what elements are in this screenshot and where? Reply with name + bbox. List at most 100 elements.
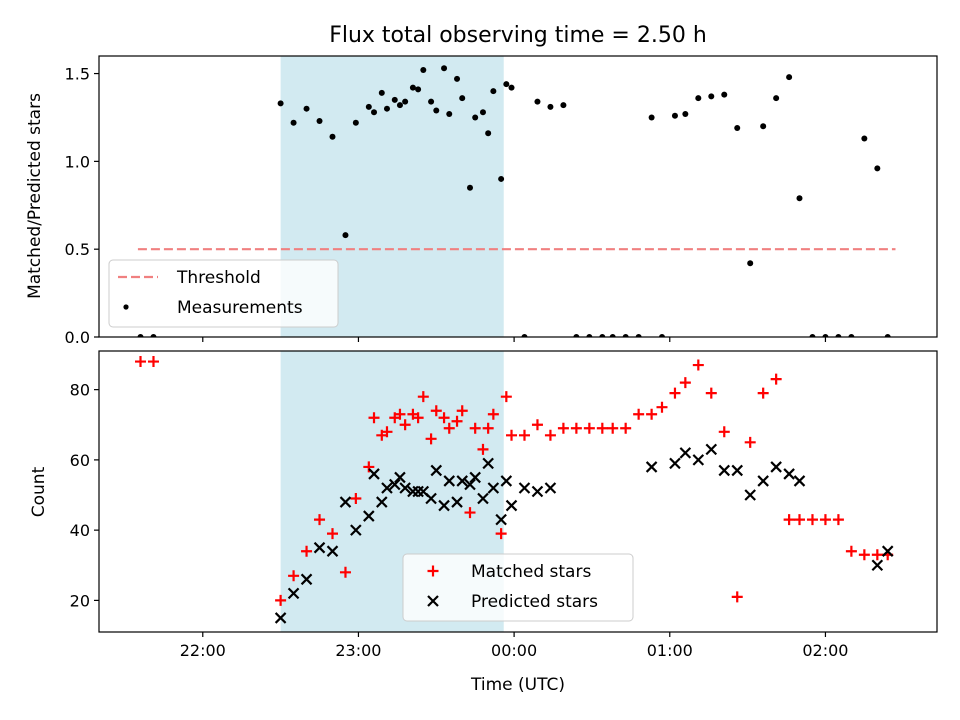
bottom-predicted-stars-point (287, 587, 300, 600)
bottom-predicted-stars-point (487, 482, 500, 494)
bottom-matched-stars-point (819, 514, 831, 526)
bottom-matched-stars-point (845, 545, 857, 557)
top-measurements-point (409, 84, 416, 91)
top-measurements-point (599, 334, 606, 337)
bottom-legend: Matched stars Predicted stars (402, 553, 634, 622)
bottom-predicted-stars-point (669, 457, 681, 470)
bottom-predicted-stars-point (464, 478, 476, 491)
bottom-matched-stars-point (363, 461, 375, 473)
bottom-predicted-stars-point (881, 545, 894, 557)
bottom-y-tick-label: 20 (70, 591, 90, 610)
bottom-predicted-stars-point (679, 447, 692, 459)
bottom-legend-matched-stars-marker (427, 565, 439, 577)
top-measurements-point (835, 334, 842, 337)
top-measurements-point (721, 91, 728, 98)
bottom-predicted-stars-point (451, 496, 463, 508)
bottom-matched-stars-point (275, 594, 287, 606)
top-measurements-point (671, 112, 678, 119)
bottom-y-tick-label: 60 (70, 451, 90, 470)
top-measurements-point (329, 133, 336, 140)
bottom-predicted-stars-point (376, 496, 388, 508)
top-measurements-point (402, 98, 409, 105)
bottom-predicted-stars-point (705, 443, 718, 456)
chart-title: Flux total observing time = 2.50 h (329, 23, 707, 48)
bottom-matched-stars-point (531, 419, 543, 431)
top-measurements-point (760, 123, 767, 130)
bottom-predicted-stars-point (456, 475, 468, 487)
bottom-matched-stars-point (487, 408, 499, 420)
top-measurements-point (433, 107, 440, 114)
top-measurements-point (371, 109, 378, 116)
top-panel: 0.0 0.5 1.0 1.5 Threshold Measurements (65, 55, 938, 347)
top-measurements-point (658, 334, 665, 337)
top-y-tick-label: 1.0 (65, 152, 90, 171)
bottom-matched-stars-point (430, 405, 442, 417)
bottom-matched-stars-point (757, 387, 769, 399)
bottom-predicted-stars-point (363, 510, 375, 522)
top-legend: Threshold Measurements (108, 259, 339, 328)
bottom-predicted-stars-point (368, 468, 380, 480)
top-measurements-point (622, 334, 629, 337)
bottom-matched-stars-point (407, 408, 419, 420)
bottom-matched-stars-point (607, 422, 619, 434)
top-measurements-point (467, 184, 474, 191)
top-measurements-point (378, 89, 385, 96)
top-measurements-point (365, 103, 372, 110)
top-measurements-point (884, 334, 891, 337)
top-axes-frame (98, 55, 938, 338)
top-measurements-point (508, 84, 515, 91)
bottom-matched-stars-point (770, 373, 782, 385)
x-tick-label: 23:00 (335, 641, 381, 660)
bottom-predicted-stars-point (313, 541, 326, 554)
bottom-predicted-stars-point (495, 513, 507, 526)
bottom-predicted-stars-point (430, 464, 443, 477)
bottom-matched-stars-point (544, 429, 556, 441)
top-measurements-point (609, 334, 616, 337)
bottom-matched-stars-point (456, 405, 468, 417)
bottom-predicted-stars-point (438, 499, 450, 512)
bottom-matched-stars-point (596, 422, 608, 434)
bottom-y-tick-label: 80 (70, 381, 90, 400)
bottom-matched-stars-point (744, 436, 756, 448)
bottom-matched-stars-point (832, 514, 844, 526)
top-measurements-point (303, 105, 310, 112)
bottom-matched-stars-point (425, 433, 437, 445)
bottom-predicted-stars-point (300, 573, 313, 586)
top-y-tick-label: 1.5 (65, 65, 90, 84)
top-legend-threshold-label: Threshold (176, 268, 261, 288)
bottom-matched-stars-point (482, 422, 494, 434)
top-measurements-point (547, 103, 554, 110)
top-measurements-point (290, 119, 297, 126)
top-measurements-point (796, 195, 803, 202)
top-measurements-point (708, 93, 715, 100)
bottom-matched-stars-point (679, 377, 691, 389)
bottom-matched-stars-point (783, 514, 795, 526)
bottom-predicted-stars-point (388, 478, 401, 491)
bottom-predicted-stars-point (544, 482, 557, 494)
x-tick-label: 00:00 (491, 641, 537, 660)
bottom-matched-stars-point (381, 426, 393, 438)
top-measurements-point (137, 334, 144, 337)
bottom-matched-stars-point (646, 408, 658, 420)
top-measurements-point (648, 114, 655, 121)
top-measurements-point (635, 334, 642, 337)
bottom-matched-stars-point (350, 493, 362, 505)
bottom-legend-matched-stars-label: Matched stars (471, 562, 591, 582)
top-measurements-point (786, 74, 793, 81)
bottom-predicted-stars-point (407, 485, 419, 498)
top-measurements-point (534, 98, 541, 105)
top-measurements-point (415, 86, 422, 93)
x-tick-label: 02:00 (802, 641, 848, 660)
bottom-matched-stars-point (495, 528, 507, 540)
bottom-matched-stars-point (506, 429, 518, 441)
bottom-predicted-stars-point (394, 471, 406, 484)
bottom-matched-stars-point (438, 412, 450, 424)
bottom-matched-stars-point (871, 549, 883, 561)
top-measurements-point (485, 130, 492, 137)
bottom-predicted-stars-point (770, 461, 782, 473)
top-measurements-point (352, 119, 359, 126)
bottom-predicted-stars-point (350, 524, 362, 536)
top-measurements-point (428, 98, 435, 105)
bottom-matched-stars-point (793, 514, 805, 526)
top-measurements-point (747, 260, 754, 267)
